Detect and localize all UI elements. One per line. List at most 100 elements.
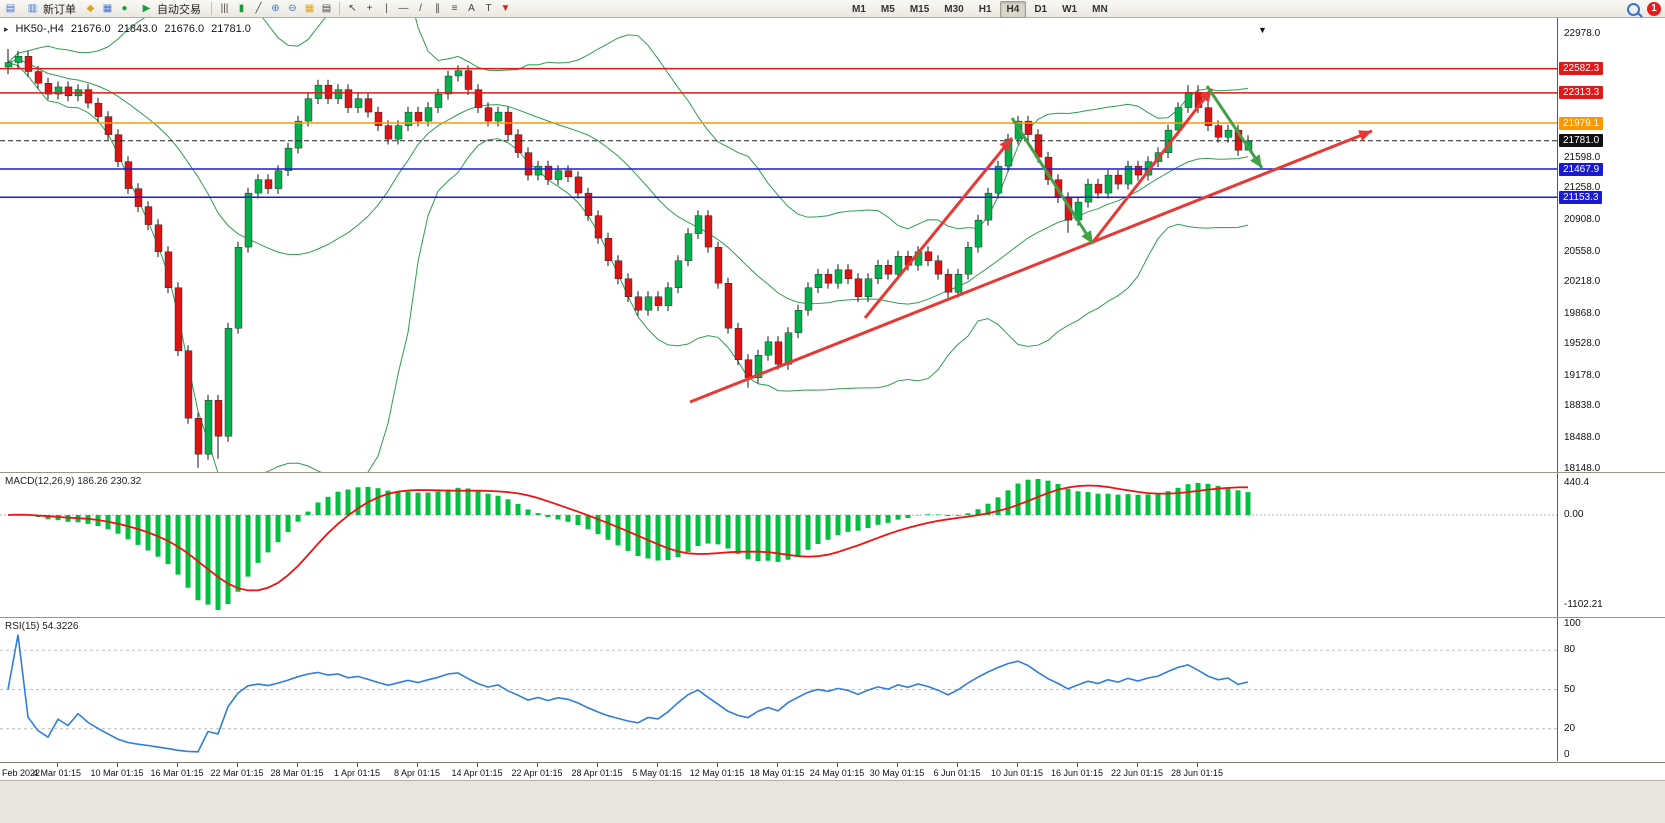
trend-arrow[interactable] xyxy=(1010,117,1095,245)
trend-arrow[interactable] xyxy=(689,129,1373,404)
time-axis-label: 22 Jun 01:15 xyxy=(1110,768,1164,778)
rsi-label: RSI(15) 54.3226 xyxy=(5,621,79,632)
time-axis-tick xyxy=(777,763,778,767)
price-tick-label: 22978.0 xyxy=(1564,27,1601,39)
navigator-icon[interactable]: ● xyxy=(121,2,128,14)
time-axis-tick xyxy=(1017,763,1018,767)
market-watch-icon[interactable]: ◆ xyxy=(86,2,95,14)
autotrade-label: 自动交易 xyxy=(157,3,201,16)
rsi-axis[interactable]: 100 80 50 20 0 xyxy=(1557,618,1665,761)
price-tick-label: 18488.0 xyxy=(1564,431,1601,443)
price-level-tag: 21153.3 xyxy=(1559,190,1603,204)
chart-window-icon[interactable]: ▤ xyxy=(5,2,16,14)
vertical-line-icon[interactable]: | xyxy=(385,2,388,14)
timeframe-button-d1[interactable]: D1 xyxy=(1034,4,1048,15)
rsi-panel: RSI(15) 54.3226 100 80 50 20 0 xyxy=(0,618,1665,761)
rsi-line xyxy=(7,634,1249,753)
new-chart-icon[interactable]: ▤ xyxy=(321,2,332,14)
bollinger-middle-line xyxy=(7,58,1249,305)
time-axis-label: 4 Mar 01:15 xyxy=(32,768,82,778)
cursor-icon[interactable]: ↖ xyxy=(348,2,357,14)
timeframe-button-m5[interactable]: M5 xyxy=(880,4,895,15)
play-icon: ▶ xyxy=(142,2,151,14)
time-axis-label: 28 Mar 01:15 xyxy=(270,768,324,778)
shapes-icon[interactable]: ▼ xyxy=(500,2,511,14)
price-tick-label: 20218.0 xyxy=(1564,276,1601,288)
new-order-button[interactable]: ▥ 新订单 xyxy=(20,1,81,17)
timeframe-button-m30[interactable]: M30 xyxy=(944,4,964,15)
horizontal-line-icon[interactable]: — xyxy=(398,2,409,14)
price-tick-label: 20558.0 xyxy=(1564,245,1601,257)
label-icon[interactable]: T xyxy=(485,2,492,14)
price-level-tag: 21781.0 xyxy=(1559,134,1604,148)
price-tick-label: 19528.0 xyxy=(1564,338,1601,350)
rsi-plot[interactable] xyxy=(0,618,1557,761)
bollinger-upper-line xyxy=(7,18,1249,230)
time-axis-tick xyxy=(957,763,958,767)
timeframe-button-w1[interactable]: W1 xyxy=(1062,4,1078,15)
macd-signal-line xyxy=(7,484,1249,592)
price-axis[interactable]: 22978.0 21598.0 21258.0 20908.0 20558.0 20218… xyxy=(1557,18,1665,474)
chart-shift-marker[interactable]: ▼ xyxy=(1258,25,1267,35)
autotrade-button[interactable]: ▶ 自动交易 xyxy=(134,1,206,17)
macd-scale-label: 0.00 xyxy=(1564,508,1584,520)
panel-splitter[interactable] xyxy=(0,617,1665,618)
macd-histogram xyxy=(15,479,1251,610)
time-axis-tick xyxy=(237,763,238,767)
trend-arrow-head xyxy=(1199,89,1212,103)
zoom-out-icon[interactable]: ⊖ xyxy=(288,2,297,14)
text-icon[interactable]: A xyxy=(468,2,475,14)
panel-splitter[interactable] xyxy=(0,472,1665,473)
timeframe-button-mn[interactable]: MN xyxy=(1092,4,1108,15)
timeframe-button-h1[interactable]: H1 xyxy=(978,4,992,15)
macd-axis[interactable]: 440.4 0.00 -1102.21 xyxy=(1557,473,1665,617)
price-tick-label: 18838.0 xyxy=(1564,400,1601,412)
toolbar-right-cluster: 1 xyxy=(1627,2,1661,16)
price-tick-label: 18148.0 xyxy=(1564,462,1601,474)
time-axis-tick xyxy=(117,763,118,767)
chart-low-value: 21676.0 xyxy=(164,23,205,35)
crosshair-icon[interactable]: + xyxy=(366,2,373,14)
timeframe-button-m1[interactable]: M1 xyxy=(852,4,866,15)
tile-windows-icon[interactable]: ▦ xyxy=(304,2,315,14)
chart-context-icon[interactable]: ▸ xyxy=(4,23,9,34)
time-axis-tick xyxy=(57,763,58,767)
time-axis-label: 10 Mar 01:15 xyxy=(90,768,144,778)
notification-badge[interactable]: 1 xyxy=(1647,2,1661,16)
channel-icon[interactable]: ∥ xyxy=(435,2,440,14)
price-chart-panel: ▸ HK50-,H4 21676.0 21843.0 21676.0 21781… xyxy=(0,18,1665,474)
toolbar-separator xyxy=(211,2,212,15)
fibonacci-icon[interactable]: ≡ xyxy=(451,2,458,14)
time-axis-label: 28 Apr 01:15 xyxy=(571,768,623,778)
time-axis-tick xyxy=(1197,763,1198,767)
macd-plot[interactable] xyxy=(0,473,1557,617)
trendline-icon[interactable]: / xyxy=(419,2,422,14)
candlestick-chart-icon[interactable]: ▮ xyxy=(238,2,245,14)
data-window-icon[interactable]: ▦ xyxy=(102,2,113,14)
toolbar-separator xyxy=(339,2,340,15)
trend-arrow[interactable] xyxy=(1091,88,1214,243)
bar-chart-icon[interactable]: ||| xyxy=(220,2,229,14)
price-tick-label: 19868.0 xyxy=(1564,307,1601,319)
price-chart-plot[interactable] xyxy=(0,18,1557,472)
timeframe-button-h4[interactable]: H4 xyxy=(999,1,1027,18)
trend-arrow[interactable] xyxy=(1205,85,1264,169)
macd-scale-label: 440.4 xyxy=(1564,477,1590,488)
time-axis-tick xyxy=(597,763,598,767)
time-axis-tick xyxy=(357,763,358,767)
new-order-label: 新订单 xyxy=(43,3,76,16)
time-axis[interactable]: Feb 2022 4 Mar 01:15 10 Mar 01:15 16 Mar 01… xyxy=(0,762,1665,780)
rsi-scale-label: 80 xyxy=(1564,644,1576,656)
bollinger-lower-line xyxy=(7,62,1249,472)
new-order-icon: ▥ xyxy=(27,2,38,14)
line-chart-icon[interactable]: ╱ xyxy=(255,2,262,14)
zoom-in-icon[interactable]: ⊕ xyxy=(271,2,280,14)
chart-open-value: 21676.0 xyxy=(70,23,111,35)
trend-arrow-head xyxy=(1358,130,1372,141)
trend-arrow[interactable] xyxy=(863,137,1014,319)
timeframe-button-m15[interactable]: M15 xyxy=(909,4,930,15)
search-icon[interactable] xyxy=(1627,2,1640,16)
price-tick-label: 21598.0 xyxy=(1564,151,1601,163)
time-axis-label: 10 Jun 01:15 xyxy=(990,768,1044,778)
time-axis-label: 30 May 01:15 xyxy=(869,768,925,778)
